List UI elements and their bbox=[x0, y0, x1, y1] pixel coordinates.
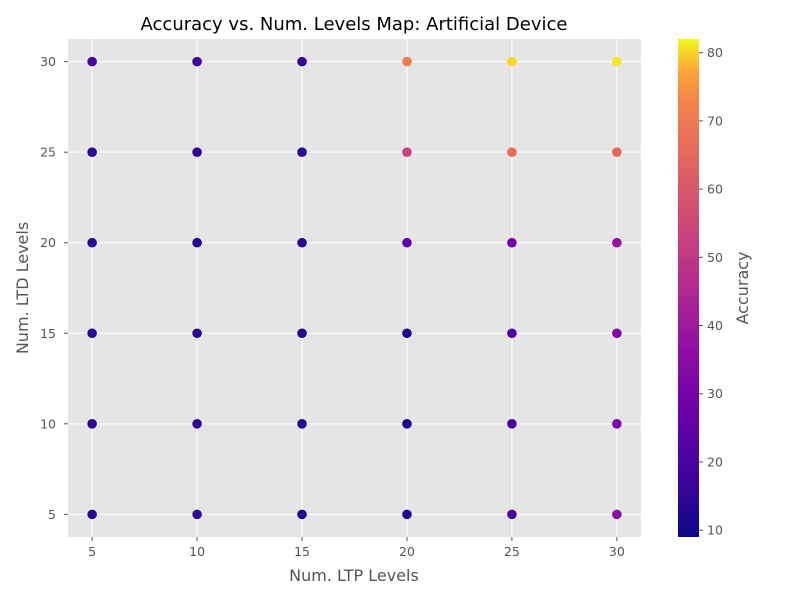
x-axis-label: Num. LTP Levels bbox=[289, 566, 419, 585]
scatter-point bbox=[297, 419, 307, 429]
colorbar-tick-label: 40 bbox=[707, 318, 723, 333]
scatter-point bbox=[507, 328, 517, 339]
scatter-point bbox=[507, 56, 517, 67]
y-tick-label: 30 bbox=[40, 54, 56, 69]
y-axis-label: Num. LTD Levels bbox=[13, 222, 32, 354]
y-tick-label: 25 bbox=[40, 145, 56, 160]
scatter-point bbox=[192, 419, 202, 429]
scatter-point bbox=[612, 419, 622, 429]
data-points bbox=[87, 56, 622, 520]
scatter-point bbox=[297, 147, 307, 157]
colorbar-label: Accuracy bbox=[733, 251, 752, 324]
scatter-point bbox=[87, 147, 97, 157]
scatter-point bbox=[612, 509, 622, 520]
scatter-point bbox=[507, 509, 517, 520]
scatter-point bbox=[87, 419, 97, 429]
scatter-point bbox=[192, 147, 202, 157]
scatter-point bbox=[507, 419, 517, 429]
scatter-point bbox=[402, 237, 412, 248]
chart-title: Accuracy vs. Num. Levels Map: Artificial… bbox=[141, 14, 568, 35]
scatter-point bbox=[297, 328, 307, 339]
colorbar bbox=[678, 39, 699, 537]
colorbar-tick-label: 10 bbox=[707, 523, 723, 538]
colorbar-tick-label: 50 bbox=[707, 250, 723, 265]
x-tick-label: 5 bbox=[88, 544, 96, 559]
colorbar-tick-label: 80 bbox=[707, 45, 723, 60]
y-tick-label: 10 bbox=[40, 416, 56, 431]
x-tick-label: 10 bbox=[189, 544, 205, 559]
scatter-point bbox=[297, 237, 307, 248]
scatter-point bbox=[507, 147, 517, 157]
y-axis-ticks: 5 10 15 20 25 30 bbox=[40, 54, 68, 522]
plot-area bbox=[68, 39, 641, 537]
scatter-point bbox=[612, 237, 622, 248]
y-tick-label: 5 bbox=[48, 507, 56, 522]
scatter-point bbox=[402, 56, 412, 67]
colorbar-tick-label: 60 bbox=[707, 182, 723, 197]
scatter-point bbox=[612, 328, 622, 339]
x-tick-label: 25 bbox=[504, 544, 520, 559]
scatter-point bbox=[402, 419, 412, 429]
scatter-point bbox=[192, 237, 202, 248]
scatter-point bbox=[297, 509, 307, 520]
scatter-point bbox=[402, 509, 412, 520]
x-tick-label: 15 bbox=[294, 544, 310, 559]
scatter-point bbox=[87, 56, 97, 67]
scatter-point bbox=[507, 237, 517, 248]
x-tick-label: 20 bbox=[399, 544, 415, 559]
scatter-point bbox=[87, 237, 97, 248]
colorbar-tick-label: 20 bbox=[707, 454, 723, 469]
colorbar-tick-label: 70 bbox=[707, 113, 723, 128]
y-tick-label: 15 bbox=[40, 326, 56, 341]
scatter-point bbox=[192, 509, 202, 520]
scatter-point bbox=[612, 147, 622, 157]
scatter-point bbox=[402, 328, 412, 339]
x-axis-ticks: 5 10 15 20 25 30 bbox=[88, 537, 625, 559]
scatter-point bbox=[402, 147, 412, 157]
scatter-point bbox=[87, 509, 97, 520]
grid-lines bbox=[68, 39, 641, 537]
scatter-point bbox=[192, 56, 202, 67]
colorbar-tick-label: 30 bbox=[707, 386, 723, 401]
scatter-point bbox=[192, 328, 202, 339]
scatter-point bbox=[612, 56, 622, 67]
y-tick-label: 20 bbox=[40, 235, 56, 250]
colorbar-ticks: 10 20 30 40 50 60 70 80 bbox=[699, 45, 723, 538]
scatter-point bbox=[87, 328, 97, 339]
scatter-point bbox=[297, 56, 307, 67]
x-tick-label: 30 bbox=[609, 544, 625, 559]
